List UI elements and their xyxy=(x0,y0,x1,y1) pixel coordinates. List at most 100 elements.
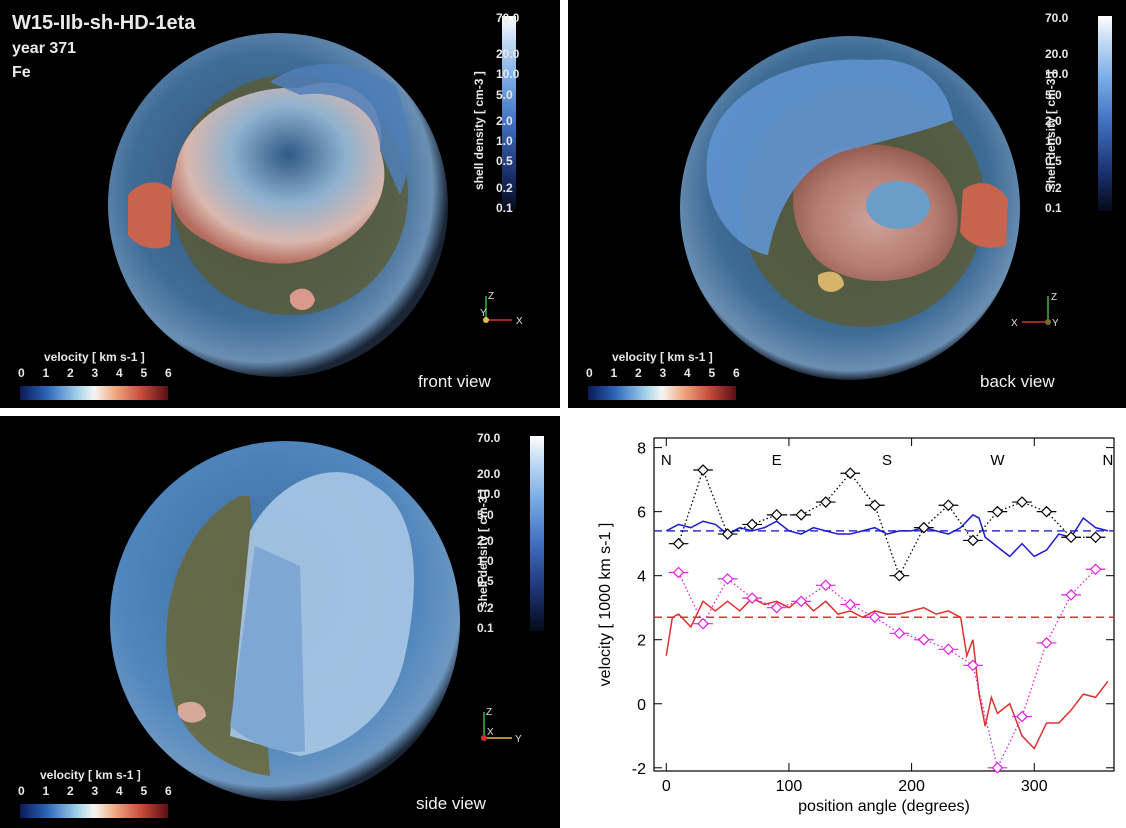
axis-x-label: X xyxy=(1011,318,1018,329)
x-tick-label: 200 xyxy=(898,778,925,795)
shell-density-tick-label: 0.5 xyxy=(477,574,494,589)
velocity-tick-label: 4 xyxy=(116,784,123,798)
shell-density-tick-label: 20.0 xyxy=(496,47,520,62)
data-point xyxy=(942,643,955,656)
shell-density-tick-label: 2.0 xyxy=(477,534,494,549)
data-point xyxy=(967,534,979,547)
shell-density-colorbar xyxy=(1098,16,1112,211)
shell-density-tick-label: 10.0 xyxy=(477,487,501,502)
data-point xyxy=(991,761,1004,774)
data-point xyxy=(1065,589,1077,601)
velocity-tick-label: 6 xyxy=(733,366,740,380)
plot-frame xyxy=(653,437,1115,772)
velocity-colorbar xyxy=(588,386,736,400)
velocity-colorbar-title: velocity [ km s-1 ] xyxy=(40,768,141,782)
shell-density-tick-label: 70.0 xyxy=(477,431,501,445)
velocity-tick-label: 4 xyxy=(684,366,691,380)
axis-y-label: Y xyxy=(480,308,487,319)
velocity-colorbar xyxy=(20,804,168,818)
velocity-colorbar-title: velocity [ km s-1 ] xyxy=(612,350,713,364)
direction-label: N xyxy=(1102,452,1113,469)
series-line-0 xyxy=(665,513,1109,558)
x-tick-label: 100 xyxy=(776,778,803,795)
velocity-tick-label: 3 xyxy=(91,366,99,380)
y-tick-label: 8 xyxy=(637,441,646,458)
data-point xyxy=(795,508,808,521)
shell-density-tick-label: 2.0 xyxy=(1045,114,1062,129)
velocity-plot-panel: 0 100 200 300 -2 0 2 4 6 8 N E S W N position angle (… xyxy=(568,416,1126,828)
direction-label: W xyxy=(990,452,1005,469)
data-point xyxy=(918,633,930,646)
data-point xyxy=(967,659,979,672)
data-point xyxy=(721,528,734,540)
data-point xyxy=(991,505,1004,518)
shell-density-tick-label: 10.0 xyxy=(1045,67,1069,82)
direction-label: S xyxy=(882,452,892,469)
velocity-colorbar xyxy=(20,386,168,400)
data-point xyxy=(1016,710,1028,723)
shell-density-tick-label: 10.0 xyxy=(496,67,520,82)
shell-density-tick-label: 0.5 xyxy=(496,154,513,169)
data-point xyxy=(942,499,955,512)
axis-y-label: Y xyxy=(515,734,522,745)
shell-density-tick-label: 0.2 xyxy=(496,180,513,195)
fe-clumps-top xyxy=(270,63,410,196)
fe-plume-blue-top xyxy=(706,59,953,255)
data-point xyxy=(1089,563,1102,576)
iron-plume-shape xyxy=(171,82,385,264)
simulation-year: year 371 xyxy=(12,40,77,57)
fe-clumps-left xyxy=(128,182,172,249)
x-axis-label: position angle (degrees) xyxy=(798,798,970,815)
data-point xyxy=(721,573,734,585)
axis-x-label: X xyxy=(516,316,523,327)
shell-density-tick-label: 2.0 xyxy=(496,114,513,129)
velocity-tick-label: 1 xyxy=(42,366,50,380)
y-tick-label: 2 xyxy=(637,633,646,650)
y-tick-label: 0 xyxy=(637,697,646,714)
data-point xyxy=(1040,505,1053,518)
y-tick-label: 6 xyxy=(637,505,646,522)
velocity-chart: 0 100 200 300 -2 0 2 4 6 8 N E S W N position angle (… xyxy=(597,437,1115,815)
axis-z-label: Z xyxy=(1051,292,1057,303)
fe-clump-bottom xyxy=(818,271,844,292)
shell-density-tick-label: 70.0 xyxy=(496,11,520,25)
data-point xyxy=(697,617,709,630)
view-label: front view xyxy=(418,372,491,391)
shell-density-tick-label: 0.1 xyxy=(477,621,494,635)
velocity-tick-label: 6 xyxy=(165,784,172,798)
orientation-axes-glyph: Z Y X xyxy=(480,291,523,327)
velocity-colorbar-title: velocity [ km s-1 ] xyxy=(44,350,145,364)
shell-density-tick-label: 0.1 xyxy=(496,201,513,215)
velocity-tick-label: 4 xyxy=(116,366,123,380)
velocity-tick-label: 3 xyxy=(91,784,99,798)
data-point xyxy=(844,598,857,611)
x-tick-label: 0 xyxy=(662,778,671,795)
shell-density-tick-label: 5.0 xyxy=(477,507,494,522)
fe-clumps-right xyxy=(960,183,1008,248)
data-point xyxy=(819,579,832,592)
data-point xyxy=(893,627,906,640)
velocity-tick-label: 2 xyxy=(67,784,74,798)
series-line-2 xyxy=(677,468,1096,578)
shell-density-tick-label: 1.0 xyxy=(496,134,513,149)
front-view-render xyxy=(108,33,448,377)
data-point xyxy=(868,499,881,512)
element-label: Fe xyxy=(12,64,31,81)
axis-x-label: X xyxy=(487,727,494,738)
simulation-title: W15-IIb-sh-HD-1eta xyxy=(12,12,196,34)
data-point xyxy=(868,611,881,624)
direction-label: N xyxy=(661,452,672,469)
y-tick-label: -2 xyxy=(632,761,646,778)
view-label: side view xyxy=(416,794,486,813)
data-point xyxy=(672,537,685,550)
fe-plume-smooth xyxy=(230,546,305,752)
shell-density-tick-label: 70.0 xyxy=(1045,11,1069,25)
data-point xyxy=(672,566,685,579)
direction-label: E xyxy=(772,452,782,469)
velocity-tick-label: 5 xyxy=(140,366,148,380)
side-view-render xyxy=(110,441,460,801)
data-point xyxy=(795,595,808,608)
velocity-tick-label: 0 xyxy=(18,366,25,380)
velocity-tick-label: 0 xyxy=(18,784,25,798)
series-line-1 xyxy=(665,597,1109,750)
